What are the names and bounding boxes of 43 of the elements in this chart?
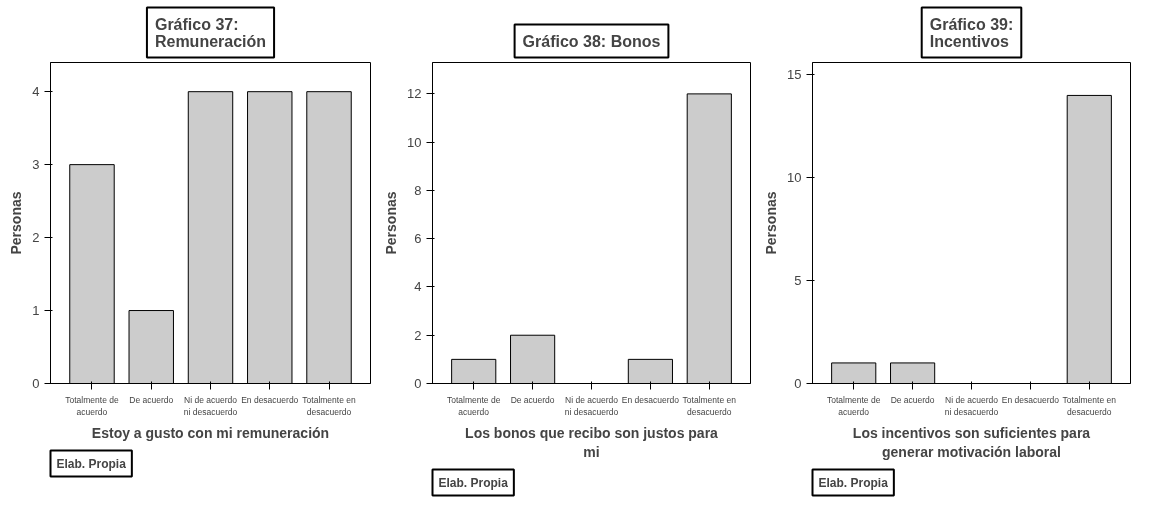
y-tick-label: 5 — [794, 273, 802, 289]
x-tick-label: Ni de acuerdo ni desacuerdo — [564, 394, 619, 417]
x-tick-label: De acuerdo — [890, 394, 935, 405]
x-axis-title: Los bonos que recibo son justos para mi — [465, 424, 719, 460]
x-tick-label: En desacuerdo — [1001, 394, 1060, 405]
x-tick-label: En desacuerdo — [621, 394, 680, 405]
x-tick-label: Totalmente en desacuerdo — [1062, 394, 1117, 417]
chart-title: Gráfico 39: Incentivos — [929, 15, 1014, 50]
y-axis-title: Personas — [8, 191, 25, 255]
x-tick-label: Totalmente de acuerdo — [827, 394, 881, 417]
x-axis-title: Estoy a gusto con mi remuneración — [91, 424, 330, 441]
x-tick-label: Ni de acuerdo ni desacuerdo — [183, 394, 238, 417]
y-axis-title: Personas — [763, 191, 780, 255]
y-tick-label: 10 — [407, 134, 422, 150]
y-tick-label: 8 — [414, 182, 422, 198]
y-tick-label: 4 — [32, 84, 40, 100]
y-tick-label: 0 — [794, 376, 802, 391]
y-axis-title: Personas — [383, 191, 400, 255]
text: Elab. Propia — [818, 475, 889, 490]
y-tick-label: 2 — [32, 230, 40, 246]
x-tick-label: Ni de acuerdo ni desacuerdo — [944, 394, 999, 417]
y-tick-label: 4 — [414, 279, 422, 295]
y-tick-label: 0 — [414, 376, 422, 391]
text: Elab. Propia — [56, 456, 127, 471]
y-tick-label: 6 — [414, 231, 422, 247]
x-tick-label: Totalmente de acuerdo — [65, 394, 119, 417]
y-tick-label: 3 — [32, 157, 40, 173]
y-tick-label: 2 — [414, 327, 422, 343]
text: Elab. Propia — [438, 475, 509, 490]
x-tick-label: Totalmente en desacuerdo — [682, 394, 737, 417]
chart-title: Gráfico 37: Remuneración — [154, 15, 267, 50]
x-tick-label: De acuerdo — [510, 394, 555, 405]
y-tick-label: 1 — [32, 303, 40, 319]
x-tick-label: Totalmente en desacuerdo — [302, 394, 356, 417]
x-tick-label: En desacuerdo — [241, 394, 299, 405]
x-tick-label: Totalmente de acuerdo — [447, 394, 501, 417]
x-tick-label: De acuerdo — [129, 394, 174, 405]
y-tick-label: 10 — [787, 170, 802, 186]
x-axis-title: Los incentivos son suficientes para generar motivación laboral — [852, 424, 1091, 460]
y-tick-label: 0 — [32, 376, 40, 391]
y-tick-label: 12 — [407, 86, 422, 102]
y-tick-label: 15 — [787, 67, 802, 83]
chart-title: Gráfico 38: Bonos — [522, 32, 661, 50]
